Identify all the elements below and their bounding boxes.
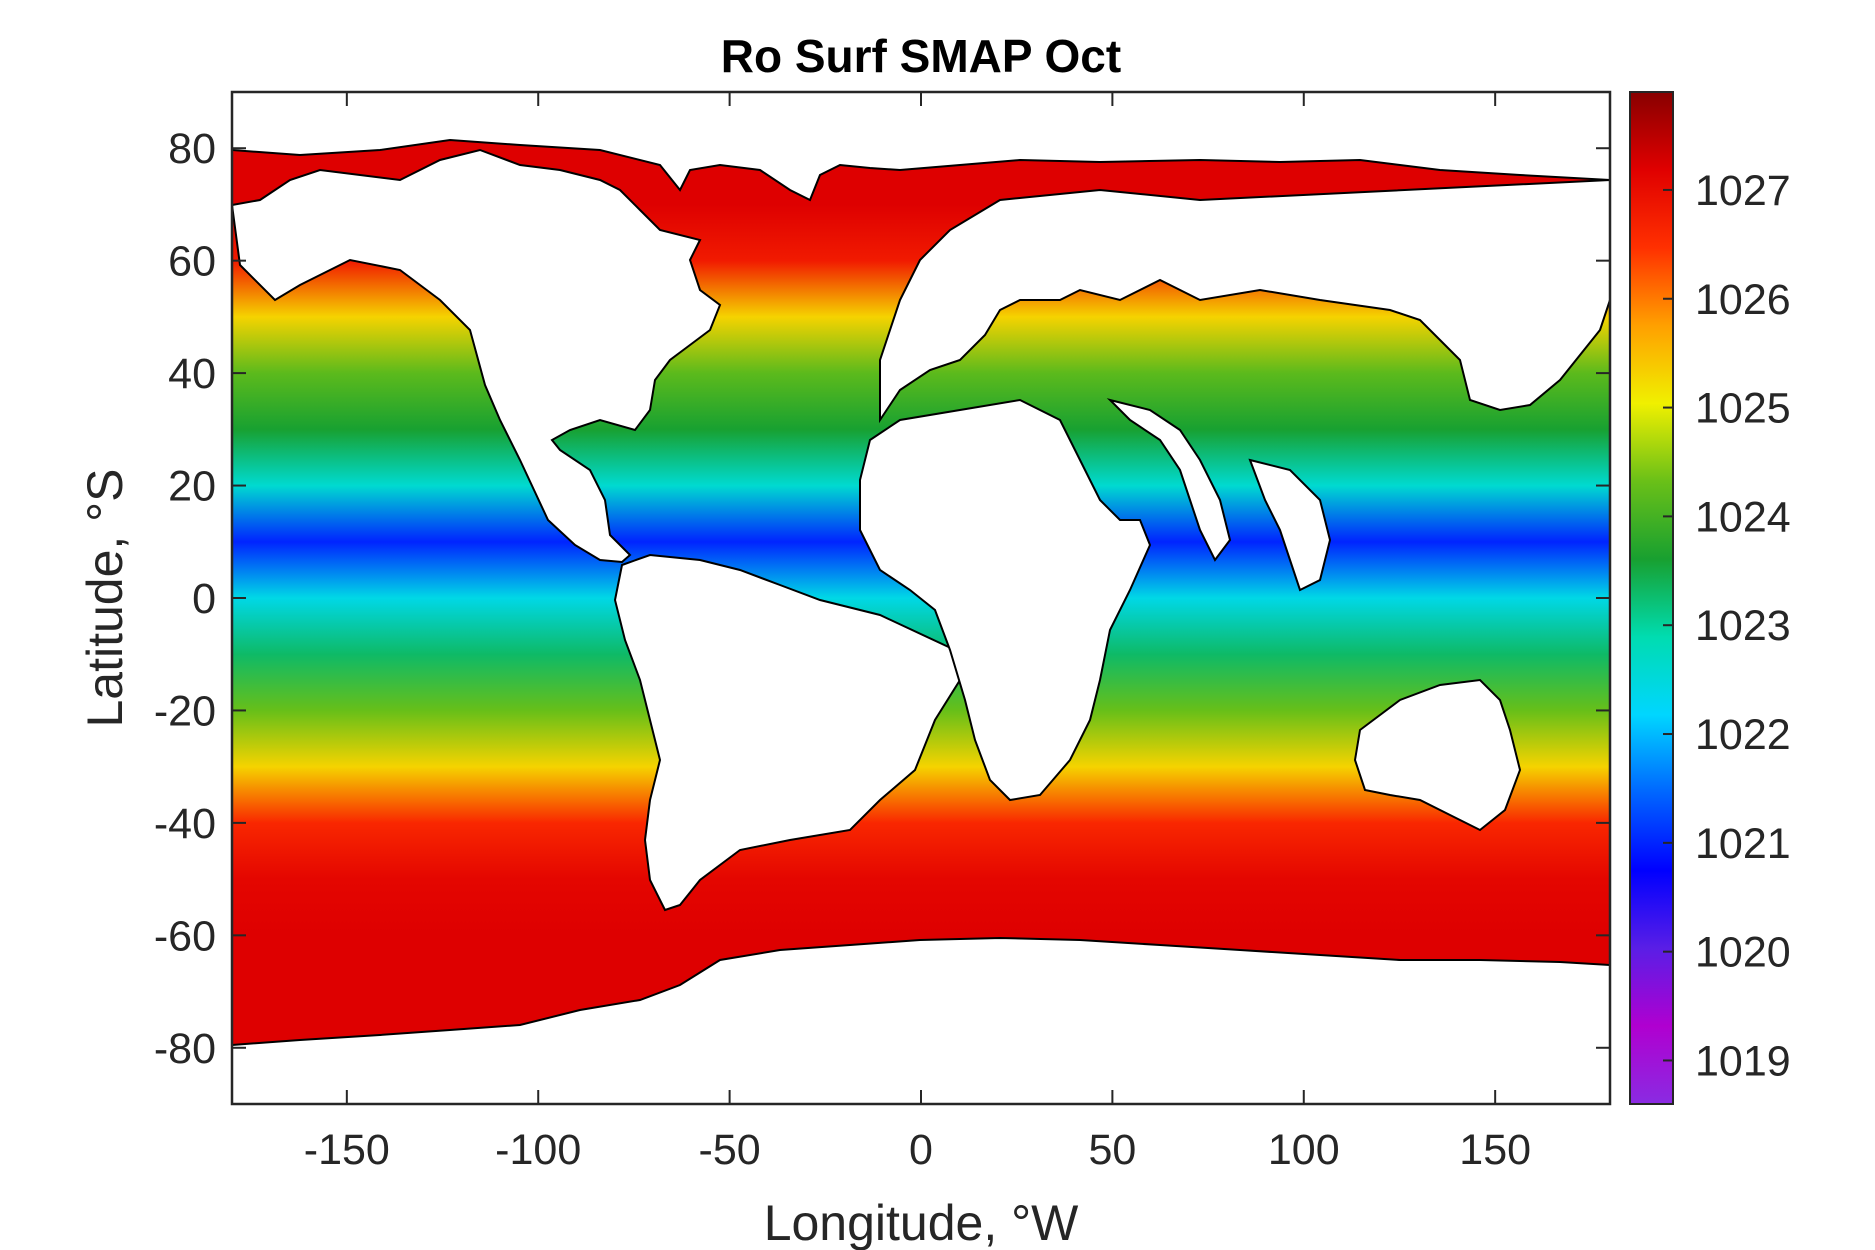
- x-ticks: -150 -100 -50 0 50 100 150: [304, 92, 1531, 1174]
- y-tick-label: -40: [154, 800, 216, 848]
- north-america-land: [232, 148, 722, 564]
- colorbar-tick-label: 1024: [1695, 493, 1791, 541]
- chart-title: Ro Surf SMAP Oct: [721, 30, 1121, 82]
- x-tick-label: -150: [304, 1126, 390, 1174]
- colorbar-tick-label: 1027: [1695, 167, 1791, 215]
- colorbar-tick-label: 1021: [1695, 820, 1791, 868]
- y-axis-label: Latitude, °S: [77, 468, 133, 727]
- colorbar-tick-label: 1026: [1695, 276, 1791, 324]
- southeast-asia-land: [1248, 458, 1332, 592]
- australia-land: [1353, 678, 1522, 832]
- x-tick-label: -100: [495, 1126, 581, 1174]
- colorbar-tick-label: 1023: [1695, 602, 1791, 650]
- africa-land: [859, 398, 1152, 802]
- y-tick-label: -20: [154, 687, 216, 735]
- colorbar-tick-label: 1022: [1695, 711, 1791, 759]
- x-tick-label: 150: [1459, 1126, 1531, 1174]
- colorbar-tick-label: 1019: [1695, 1037, 1791, 1085]
- y-tick-label: 80: [168, 125, 216, 173]
- colorbar-tick-label: 1020: [1695, 929, 1791, 977]
- south-america-land: [613, 553, 962, 912]
- africa-europe-land: [879, 178, 1610, 424]
- greenland-land: [232, 92, 1610, 202]
- x-tick-label: 50: [1088, 1126, 1136, 1174]
- y-ticks: 80 60 40 20 0 -20 -40 -60 -80: [154, 125, 1610, 1073]
- colorbar: [1629, 91, 1674, 1105]
- y-tick-label: 0: [192, 575, 216, 623]
- colorbar-tick-label: 1025: [1695, 385, 1791, 433]
- x-axis-label: Longitude, °W: [764, 1195, 1079, 1250]
- y-tick-label: 60: [168, 238, 216, 286]
- x-tick-label: 100: [1268, 1126, 1340, 1174]
- x-tick-label: -50: [699, 1126, 761, 1174]
- antarctica-land: [232, 936, 1610, 1104]
- india-land: [1106, 398, 1232, 562]
- y-tick-label: -80: [154, 1025, 216, 1073]
- y-tick-label: 40: [168, 350, 216, 398]
- y-tick-label: -60: [154, 912, 216, 960]
- land-masses: [232, 92, 1610, 1104]
- x-tick-label: 0: [909, 1126, 933, 1174]
- plot-area: [232, 92, 1610, 1104]
- colorbar-ticks: 1027 1026 1025 1024 1023 1022 1021 1020 1019: [1663, 167, 1791, 1085]
- y-tick-label: 20: [168, 463, 216, 511]
